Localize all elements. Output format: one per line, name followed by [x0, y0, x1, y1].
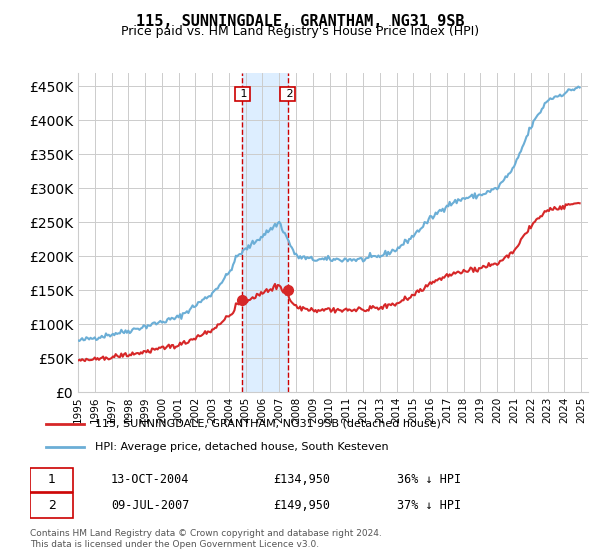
Text: 115, SUNNINGDALE, GRANTHAM, NG31 9SB (detached house): 115, SUNNINGDALE, GRANTHAM, NG31 9SB (de…: [95, 419, 440, 429]
Text: 2: 2: [283, 89, 293, 99]
Text: 2: 2: [47, 499, 56, 512]
Text: Contains HM Land Registry data © Crown copyright and database right 2024.
This d: Contains HM Land Registry data © Crown c…: [30, 529, 382, 549]
Text: 37% ↓ HPI: 37% ↓ HPI: [397, 499, 461, 512]
Text: 13-OCT-2004: 13-OCT-2004: [111, 473, 190, 487]
Text: 1: 1: [47, 473, 56, 487]
FancyBboxPatch shape: [30, 468, 73, 492]
Text: £134,950: £134,950: [273, 473, 330, 487]
Text: 09-JUL-2007: 09-JUL-2007: [111, 499, 190, 512]
Text: Price paid vs. HM Land Registry's House Price Index (HPI): Price paid vs. HM Land Registry's House …: [121, 25, 479, 38]
Bar: [242, 73, 288, 392]
Text: 115, SUNNINGDALE, GRANTHAM, NG31 9SB: 115, SUNNINGDALE, GRANTHAM, NG31 9SB: [136, 14, 464, 29]
FancyBboxPatch shape: [30, 493, 73, 518]
Text: 1: 1: [237, 89, 247, 99]
Text: £149,950: £149,950: [273, 499, 330, 512]
Text: 36% ↓ HPI: 36% ↓ HPI: [397, 473, 461, 487]
Text: HPI: Average price, detached house, South Kesteven: HPI: Average price, detached house, Sout…: [95, 442, 388, 452]
